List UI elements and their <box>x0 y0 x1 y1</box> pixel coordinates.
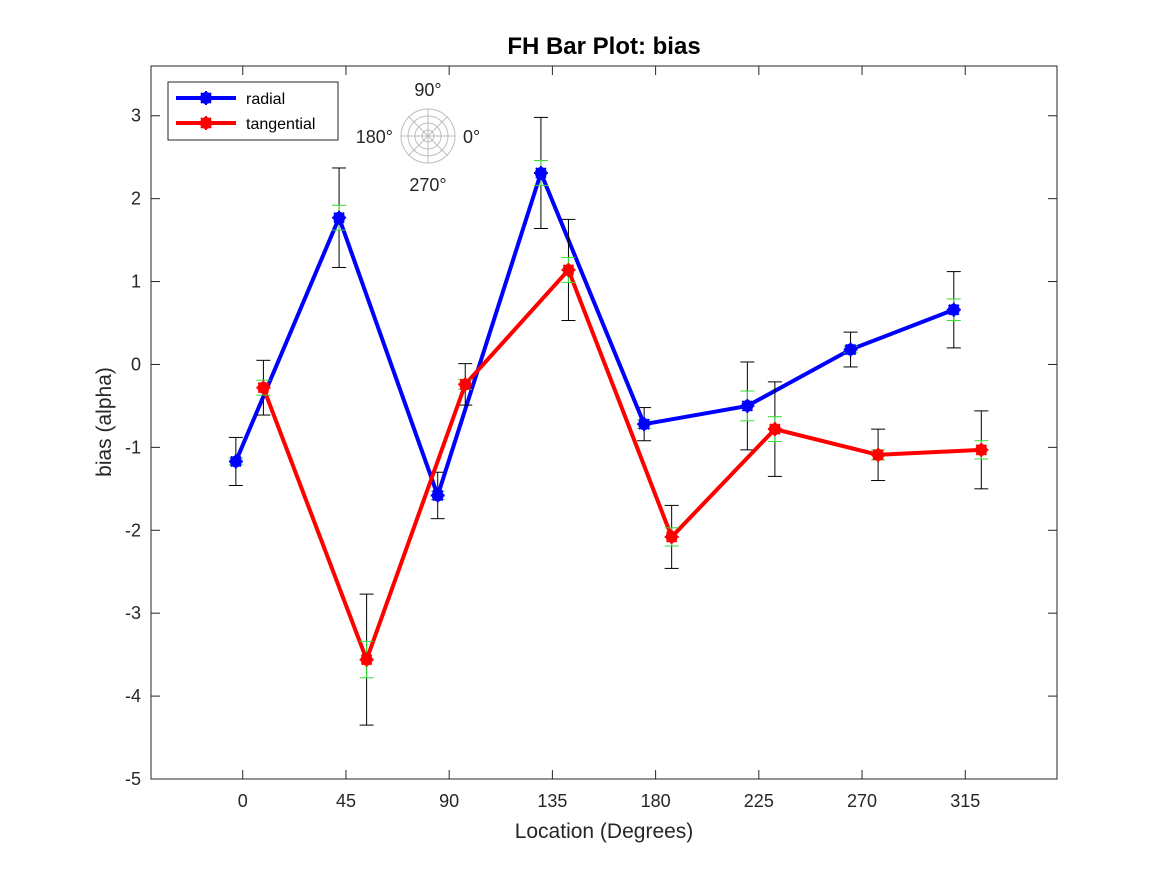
series-tangential-point <box>561 262 576 277</box>
marker-spoke <box>333 212 345 224</box>
x-tick-label: 270 <box>847 791 877 811</box>
series-radial <box>228 116 961 520</box>
series-tangential-point <box>974 442 989 457</box>
series-tangential-point <box>664 529 679 544</box>
series-tangential-point <box>359 652 374 667</box>
y-tick-label: -5 <box>125 769 141 789</box>
legend-marker-radial <box>199 91 213 105</box>
series-radial-point <box>843 342 858 357</box>
marker-spoke <box>638 418 650 430</box>
polar-label-0: 0° <box>463 127 480 147</box>
chart-title: FH Bar Plot: bias <box>507 33 700 60</box>
series-tangential-point <box>767 422 782 437</box>
y-axis-ticks: -5 -4 -3 -2 -1 0 1 2 3 <box>125 106 1057 789</box>
y-tick-label: -4 <box>125 686 141 706</box>
marker-spoke <box>459 378 471 391</box>
legend: radial tangential <box>167 81 339 141</box>
marker-spoke <box>562 264 575 276</box>
polar-label-90: 90° <box>414 80 441 100</box>
marker-spoke <box>200 92 212 104</box>
x-tick-label: 180 <box>641 791 671 811</box>
marker-spoke <box>948 304 960 316</box>
series-tangential-line <box>261 266 982 666</box>
series-radial-point <box>228 454 243 469</box>
series-radial-point <box>740 398 755 413</box>
marker-spoke <box>535 167 547 179</box>
y-axis-label: bias (alpha) <box>93 367 116 477</box>
x-tick-label: 315 <box>950 791 980 811</box>
series-radial-point <box>946 302 961 317</box>
legend-label-tangential: tangential <box>246 116 315 133</box>
x-tick-label: 135 <box>537 791 567 811</box>
marker-spoke <box>432 489 444 502</box>
y-tick-label: 1 <box>131 272 141 292</box>
y-tick-label: 0 <box>131 354 141 374</box>
y-tick-label: -2 <box>125 520 141 540</box>
marker-spoke <box>872 449 884 461</box>
polar-inset-icon <box>400 108 456 164</box>
polar-label-270: 270° <box>409 175 446 195</box>
x-tick-label: 45 <box>336 791 356 811</box>
marker-spoke <box>769 423 781 435</box>
legend-marker-tangential <box>199 116 213 130</box>
y-tick-label: 2 <box>131 189 141 209</box>
x-tick-label: 90 <box>439 791 459 811</box>
y-tick-label: 3 <box>131 106 141 126</box>
marker-spoke <box>200 117 212 129</box>
marker-spoke <box>975 444 988 456</box>
series-radial-line <box>234 167 955 502</box>
polar-inset: 90° 180° 0° 270° <box>356 80 480 195</box>
series-radial-point <box>637 417 652 432</box>
series-tangential-point <box>871 447 886 462</box>
marker-spoke <box>741 400 754 412</box>
series-radial-point <box>332 210 347 225</box>
marker-spoke <box>230 455 242 468</box>
series-tangential-point <box>458 377 473 392</box>
x-axis-label: Location (Degrees) <box>515 820 694 843</box>
marker-spoke <box>844 343 857 356</box>
series-tangential-point <box>256 380 271 395</box>
x-tick-label: 225 <box>744 791 774 811</box>
series-radial-point <box>430 488 445 503</box>
x-tick-label: 0 <box>238 791 248 811</box>
plot-area <box>150 65 1058 780</box>
x-axis-ticks: 0 45 90 135 180 225 270 315 <box>238 66 980 811</box>
legend-marker-radial-glyph <box>199 91 213 105</box>
y-tick-label: -1 <box>125 437 141 457</box>
marker-spoke <box>360 653 373 666</box>
polar-label-180: 180° <box>356 127 393 147</box>
y-tick-label: -3 <box>125 603 141 623</box>
legend-marker-tangential-glyph <box>199 116 213 130</box>
marker-spoke <box>257 381 270 394</box>
marker-spoke <box>665 531 678 543</box>
series-radial-point <box>533 165 548 180</box>
legend-label-radial: radial <box>246 91 285 108</box>
series-tangential <box>256 218 989 726</box>
legend-box <box>167 81 339 141</box>
series-layer <box>228 116 989 726</box>
